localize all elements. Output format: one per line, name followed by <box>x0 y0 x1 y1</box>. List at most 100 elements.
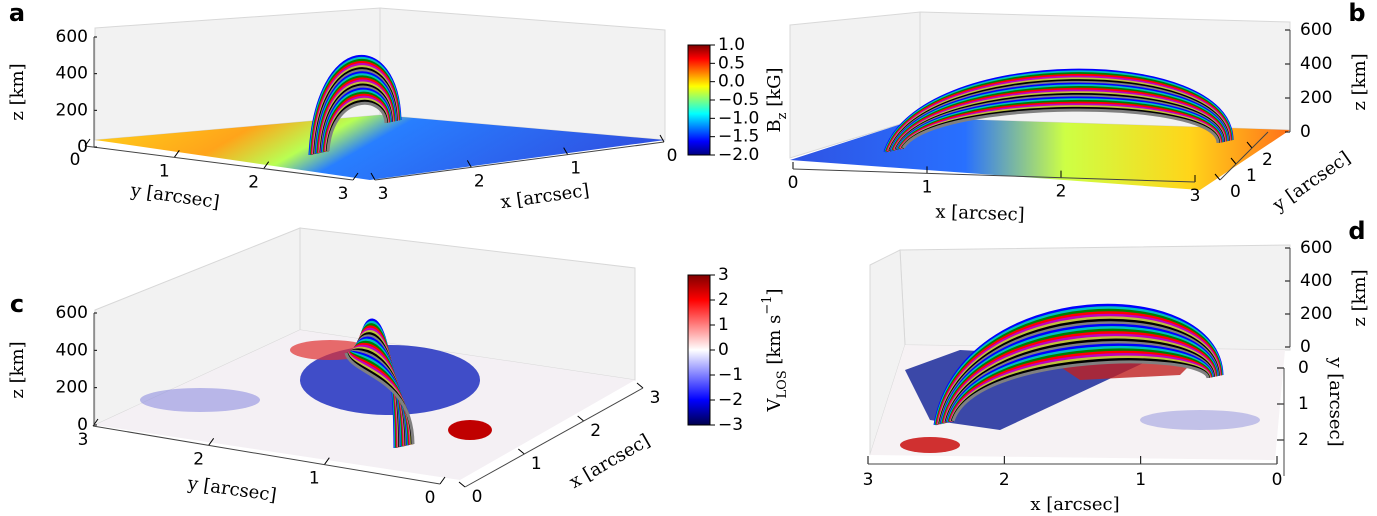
z-tick-label: 600 <box>56 27 88 47</box>
z-tick-label: 0 <box>77 137 88 157</box>
y-axis-label: y [arcsec] <box>1268 147 1354 216</box>
colorbar-tick-label: 1 <box>718 315 729 335</box>
x-axis-label: x [arcsec] <box>1030 494 1119 515</box>
y-tick-label: 1 <box>1298 394 1309 414</box>
z-tick-label: 200 <box>56 100 88 120</box>
y-axis <box>84 145 354 181</box>
x-axis <box>464 387 644 488</box>
colorbar-label-part: [kG] <box>764 67 785 112</box>
x-tick <box>518 448 525 455</box>
y-tick <box>1246 141 1253 149</box>
y-tick <box>323 457 330 465</box>
x-tick-label: 1 <box>531 454 542 474</box>
x-tick-label: 1 <box>570 159 581 179</box>
y-tick <box>263 161 270 169</box>
z-axis-label: z [km] <box>1349 53 1370 110</box>
colorbar-tick-label: 0.0 <box>718 72 745 92</box>
colorbar-tick-label: 0.5 <box>718 53 745 73</box>
x-tick <box>563 147 569 155</box>
z-tick-label: 200 <box>1300 88 1332 108</box>
y-axis <box>1219 131 1269 181</box>
colorbar-tick-label: 1.0 <box>718 35 745 55</box>
colorbar <box>687 274 711 426</box>
y-axis-label: y [arcsec] <box>1325 356 1346 446</box>
y-tick <box>1230 157 1237 165</box>
z-tick-label: 600 <box>56 303 88 323</box>
y-tick <box>439 476 446 485</box>
colorbar-label: Bz [kG] <box>764 67 790 132</box>
z-tick-label: 0 <box>1300 337 1311 357</box>
z-tick-label: 200 <box>56 378 88 398</box>
x-tick <box>636 382 644 389</box>
y-tick-label: 1 <box>1246 166 1257 186</box>
y-tick-label: 2 <box>1262 150 1273 170</box>
colorbar-tick-label: 3 <box>718 265 729 285</box>
y-tick-label: 2 <box>193 449 204 469</box>
panel-label: a <box>9 0 25 27</box>
colorbar-tick-label: −2.0 <box>718 145 759 165</box>
field-line <box>951 360 1210 422</box>
z-tick-label: 400 <box>1300 54 1332 74</box>
x-axis <box>792 168 1196 183</box>
y-tick <box>84 138 91 147</box>
field-line <box>344 352 415 445</box>
x-axis-label: x [arcsec] <box>935 201 1025 225</box>
z-tick-label: 400 <box>56 340 88 360</box>
x-axis-label: x [arcsec] <box>566 430 654 493</box>
y-tick <box>173 150 180 158</box>
z-tick-label: 0 <box>77 415 88 435</box>
panel-label: d <box>1348 217 1365 245</box>
colorbar-tick-label: −1.0 <box>718 108 759 128</box>
colorbar-tick-label: 0 <box>718 340 729 360</box>
x-tick-label: 0 <box>472 487 483 507</box>
colorbar-label-part: z <box>775 112 790 119</box>
z-tick-label: 400 <box>1300 271 1332 291</box>
z-axis-label: z [km] <box>7 341 28 398</box>
colorbar-tick-label: −2 <box>718 390 743 410</box>
x-tick <box>370 172 376 181</box>
y-tick-label: 0 <box>70 150 81 170</box>
y-tick-label: 0 <box>1230 182 1241 202</box>
x-tick-label: 2 <box>999 470 1010 490</box>
y-tick-label: 3 <box>338 184 349 204</box>
z-axis-label: z [km] <box>1349 269 1370 326</box>
y-tick-label: 2 <box>1298 430 1309 450</box>
field-line <box>901 108 1220 149</box>
colorbar <box>687 44 711 156</box>
x-tick-label: 1 <box>1135 470 1146 490</box>
y-tick-label: 1 <box>159 161 170 181</box>
y-tick-label: 2 <box>248 173 259 193</box>
colorbar-label: VLOS [km s−1] <box>760 288 790 412</box>
y-axis-label: y [arcsec] <box>128 180 220 213</box>
colorbar-tick-label: −1 <box>718 365 743 385</box>
z-axis-label: z [km] <box>7 63 28 120</box>
y-axis <box>92 425 441 485</box>
colorbar-label-part: V <box>764 398 785 413</box>
field-line <box>326 101 388 152</box>
x-tick-label: 0 <box>667 146 678 166</box>
x-tick-label: 3 <box>378 184 389 204</box>
y-axis-label: y [arcsec] <box>185 473 277 506</box>
z-tick-label: 400 <box>56 64 88 84</box>
colorbar-label-part: −1 <box>760 295 775 314</box>
field-lines <box>308 54 1234 449</box>
x-tick-label: 3 <box>1190 186 1201 206</box>
x-tick <box>458 481 466 488</box>
x-tick-label: 2 <box>590 421 601 441</box>
x-tick <box>659 134 665 143</box>
x-tick-label: 2 <box>474 171 485 191</box>
x-tick-label: 0 <box>788 173 799 193</box>
colorbar-tick-label: 2 <box>718 290 729 310</box>
y-tick <box>208 438 215 446</box>
colorbar-label-part: LOS <box>775 370 790 398</box>
colorbar-tick-label: −1.5 <box>718 127 759 147</box>
y-tick <box>1214 173 1221 181</box>
x-tick-label: 3 <box>863 470 874 490</box>
panel-label: b <box>1348 0 1365 27</box>
colorbar-tick-label: −0.5 <box>718 90 759 110</box>
colorbar-tick-label: −3 <box>718 415 743 435</box>
y-tick-label: 1 <box>309 469 320 489</box>
y-tick-label: 0 <box>425 488 436 508</box>
y-tick <box>352 172 359 181</box>
